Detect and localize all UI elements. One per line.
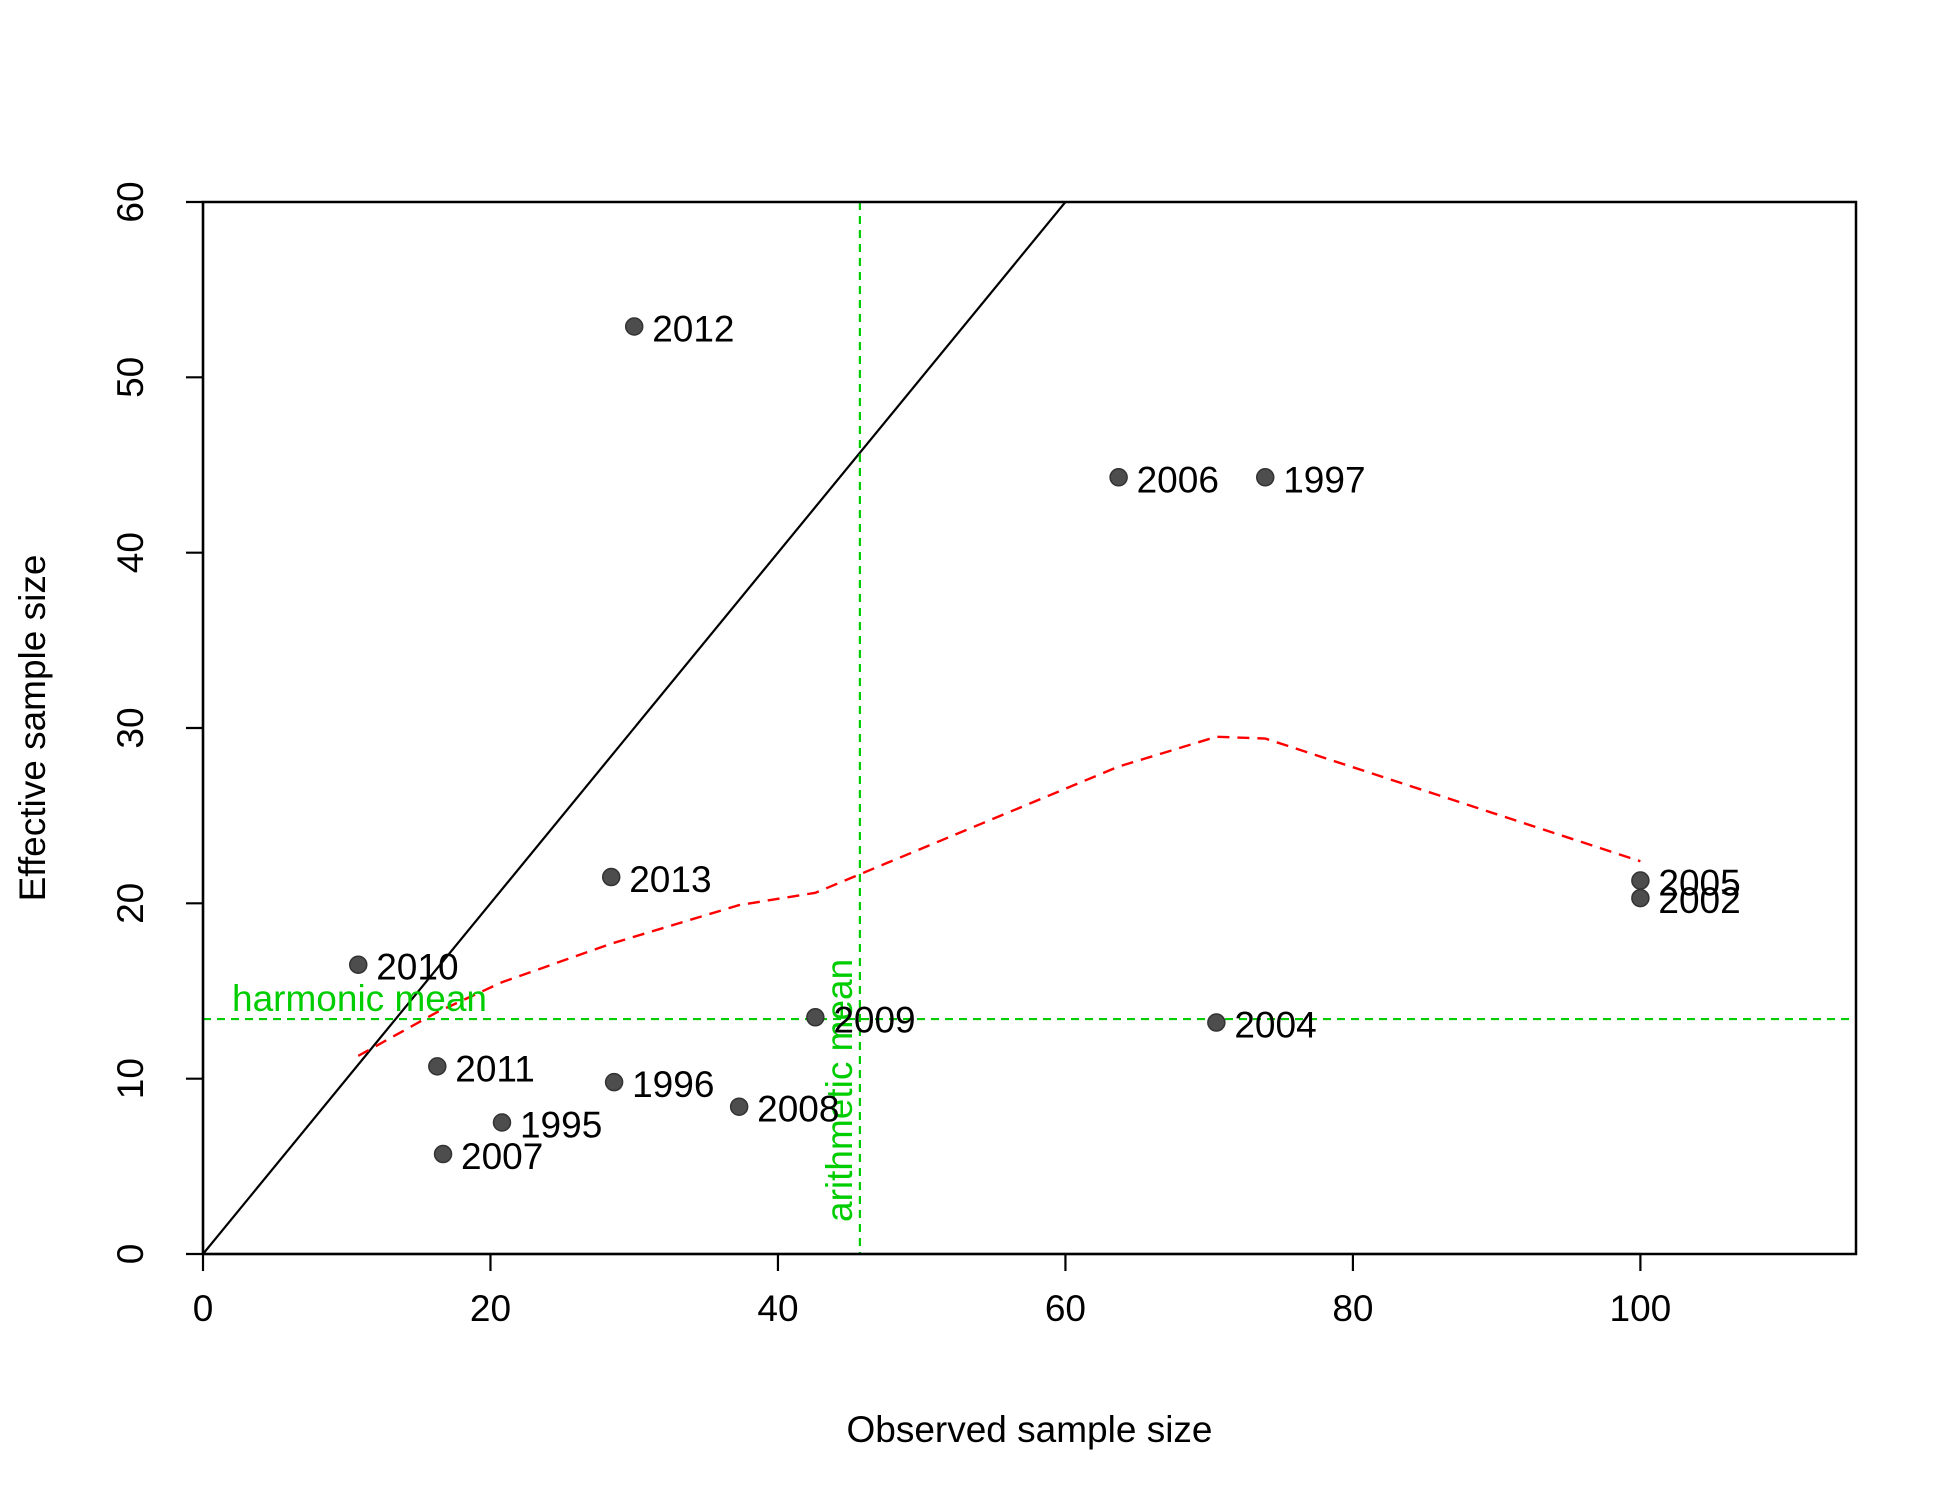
axis-ticks: 0 20 40 60 80 100 0 10 20 30 40 50 60	[110, 181, 1671, 1329]
y-axis-title: Effective sample size	[12, 555, 53, 902]
x-axis-title: Observed sample size	[846, 1409, 1212, 1450]
y-tick-label: 40	[110, 532, 151, 573]
data-label-2010: 2010	[376, 947, 458, 988]
data-point-2004	[1207, 1013, 1226, 1032]
y-tick-label: 10	[110, 1058, 151, 1099]
data-point-2012	[624, 317, 644, 336]
data-point-2007	[433, 1144, 453, 1164]
data-point-2002	[1631, 888, 1650, 908]
data-label-2007: 2007	[461, 1136, 543, 1177]
data-point-1997	[1255, 468, 1275, 487]
plot-marks: harmonic mean arithmetic mean 2012 2006 1997…	[203, 202, 1856, 1254]
identity-line	[203, 202, 1067, 1254]
y-tick-label: 60	[110, 181, 151, 222]
data-point-2011	[428, 1057, 447, 1076]
harmonic-mean-label: harmonic mean	[232, 978, 487, 1019]
data-label-2013: 2013	[629, 859, 711, 900]
data-label-2006: 2006	[1137, 459, 1219, 500]
x-tick-label: 0	[193, 1288, 214, 1329]
data-label-2009: 2009	[833, 999, 915, 1040]
data-point-2008	[729, 1097, 749, 1116]
y-tick-label: 30	[110, 707, 151, 748]
data-point-1996	[604, 1072, 624, 1092]
data-point-2013	[601, 867, 621, 887]
data-label-2004: 2004	[1234, 1005, 1316, 1046]
data-point-1995	[492, 1113, 512, 1132]
data-point-2006	[1109, 468, 1128, 487]
smoother-line	[357, 735, 1641, 1057]
plot-lines	[203, 202, 1856, 1254]
x-tick-label: 100	[1610, 1288, 1672, 1329]
data-point-2009	[806, 1008, 825, 1027]
data-label-1995: 1995	[520, 1105, 602, 1146]
plot-frame	[201, 200, 1858, 1256]
x-tick-label: 60	[1045, 1288, 1086, 1329]
data-label-1997: 1997	[1283, 459, 1365, 500]
y-tick-label: 50	[110, 357, 151, 398]
x-tick-label: 40	[757, 1288, 798, 1329]
x-tick-label: 20	[470, 1288, 511, 1329]
y-tick-label: 20	[110, 883, 151, 924]
data-label-2002: 2002	[1658, 880, 1740, 921]
data-label-2005: 2005	[1658, 863, 1740, 904]
data-label-1996: 1996	[632, 1064, 714, 1105]
data-label-2008: 2008	[757, 1089, 839, 1130]
arithmetic-mean-label: arithmetic mean	[819, 959, 860, 1222]
data-point-2010	[348, 955, 368, 974]
data-point-2005	[1631, 871, 1650, 890]
data-label-2011: 2011	[455, 1048, 535, 1089]
data-label-2012: 2012	[652, 308, 734, 349]
x-tick-label: 80	[1332, 1288, 1373, 1329]
y-tick-label: 0	[110, 1244, 151, 1265]
